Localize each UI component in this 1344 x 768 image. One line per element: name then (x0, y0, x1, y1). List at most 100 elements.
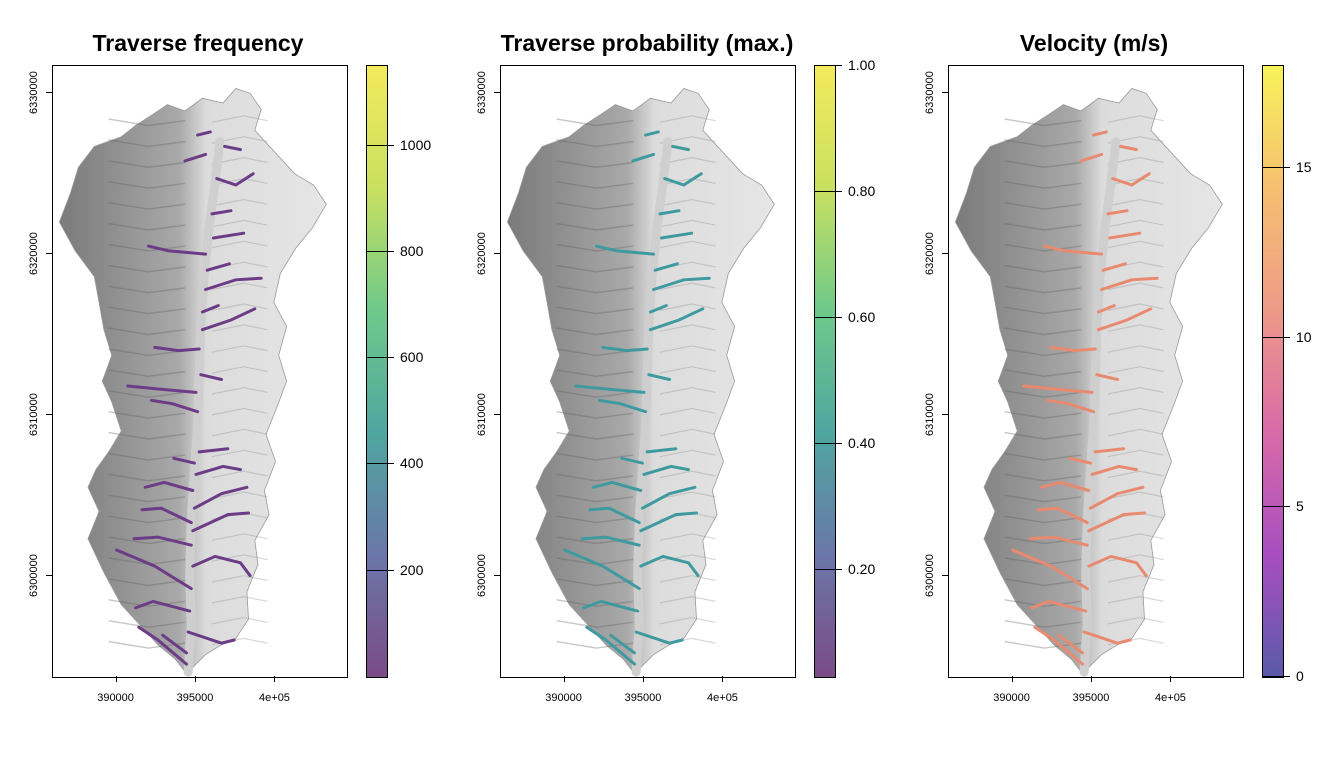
avalanche-path (126, 384, 198, 394)
x-tick-label: 4e+05 (707, 692, 738, 704)
panel-title: Traverse probability (max.) (500, 30, 794, 56)
avalanche-path (1096, 304, 1116, 314)
avalanche-path (1087, 511, 1146, 533)
avalanche-path (639, 511, 698, 533)
colorbar-gridline (814, 568, 836, 570)
avalanche-path (210, 209, 233, 216)
avalanche-path (192, 485, 249, 510)
avalanche-path (1090, 464, 1138, 476)
ridge-texture (211, 575, 268, 583)
avalanche-path (137, 625, 188, 666)
avalanche-path (563, 548, 641, 591)
ridge-texture (211, 366, 268, 374)
avalanche-path (660, 231, 694, 240)
colorbar-tick (388, 357, 394, 359)
avalanche-path (115, 548, 193, 591)
avalanche-path (215, 172, 255, 187)
avalanche-path (153, 345, 201, 353)
ridge-texture (108, 327, 185, 336)
avalanche-path (205, 262, 231, 272)
ridge-texture (556, 390, 633, 398)
ridge-texture (659, 470, 716, 479)
x-tick-label: 390000 (993, 692, 1030, 704)
colorbar-tick (1284, 506, 1290, 508)
ridge-texture (556, 118, 633, 127)
colorbar-label: 1.00 (848, 57, 876, 73)
ridge-texture (211, 303, 268, 311)
ridge-texture (659, 282, 716, 291)
ridge-texture (556, 264, 633, 273)
colorbar-tick (836, 65, 842, 66)
ridge-texture (108, 452, 185, 461)
ridge-texture (108, 348, 185, 357)
colorbar-gridline (814, 190, 836, 192)
avalanche-path (1039, 480, 1091, 492)
avalanche-path (204, 276, 263, 291)
ridge-texture (659, 156, 716, 165)
avalanche-path (186, 630, 236, 645)
ridge-texture (1004, 348, 1081, 357)
y-tick-label: 6330000 (476, 71, 488, 115)
avalanche-path (199, 373, 223, 381)
avalanche-path (582, 599, 640, 613)
ridge-texture (659, 198, 716, 207)
y-tick-mark (46, 413, 52, 415)
avalanche-path (1057, 633, 1084, 655)
colorbar-label: 15 (1296, 158, 1312, 175)
avalanche-path (1096, 307, 1153, 332)
ridge-texture (556, 599, 633, 608)
ridge-texture (211, 428, 268, 437)
avalanche-path (1092, 130, 1108, 137)
ridge-texture (108, 620, 185, 628)
hillshade-map (954, 88, 1223, 677)
ridge-texture (1107, 198, 1164, 207)
avalanche-path (598, 398, 648, 414)
avalanche-path (634, 630, 684, 645)
avalanche-path (1087, 554, 1148, 578)
ridge-texture (211, 595, 268, 604)
x-tick-label: 4e+05 (1155, 692, 1186, 704)
ridge-texture (1004, 243, 1081, 252)
avalanche-path (1082, 630, 1132, 645)
avalanche-path (671, 144, 690, 152)
hillshade-map (58, 88, 327, 677)
ridge-texture (659, 303, 716, 311)
ridge-texture (1004, 494, 1081, 503)
avalanche-path (140, 506, 193, 525)
y-tick-mark (942, 413, 948, 415)
avalanche-path (1111, 172, 1151, 187)
colorbar-gridline (814, 442, 836, 444)
ridge-texture (108, 181, 185, 189)
x-tick-label: 395000 (1072, 692, 1110, 704)
ridge-texture (211, 240, 268, 249)
colorbar-gridline (1262, 676, 1284, 677)
valley-floor (631, 137, 673, 677)
avalanche-path (648, 307, 705, 332)
ridge-texture (108, 222, 185, 231)
ridge-texture (211, 219, 268, 228)
ridge-texture (211, 533, 268, 541)
x-tick-label: 395000 (176, 692, 214, 704)
ridge-texture (1004, 222, 1081, 231)
colorbar-label: 0.60 (848, 308, 876, 325)
colorbar-gridline (366, 463, 388, 465)
y-tick-mark (942, 574, 948, 576)
ridge-texture (659, 240, 716, 249)
ridge-texture (211, 491, 268, 500)
colorbar-gridline (1262, 166, 1284, 168)
ridge-texture (1107, 428, 1164, 437)
avalanche-path (134, 599, 192, 613)
ridge-texture (659, 616, 716, 625)
ridge-texture (1004, 599, 1081, 608)
avalanche-path (1100, 276, 1159, 291)
ridge-texture (1107, 449, 1164, 458)
avalanche-path (1028, 535, 1089, 547)
ridge-texture (1107, 575, 1164, 583)
colorbar-label: 0.80 (848, 182, 876, 199)
ridge-texture (1004, 327, 1081, 336)
ridge-texture (1107, 115, 1164, 123)
avalanche-path (639, 554, 700, 578)
map-frame (500, 65, 796, 678)
y-tick-mark (46, 574, 52, 576)
y-tick-label: 6300000 (924, 553, 936, 597)
